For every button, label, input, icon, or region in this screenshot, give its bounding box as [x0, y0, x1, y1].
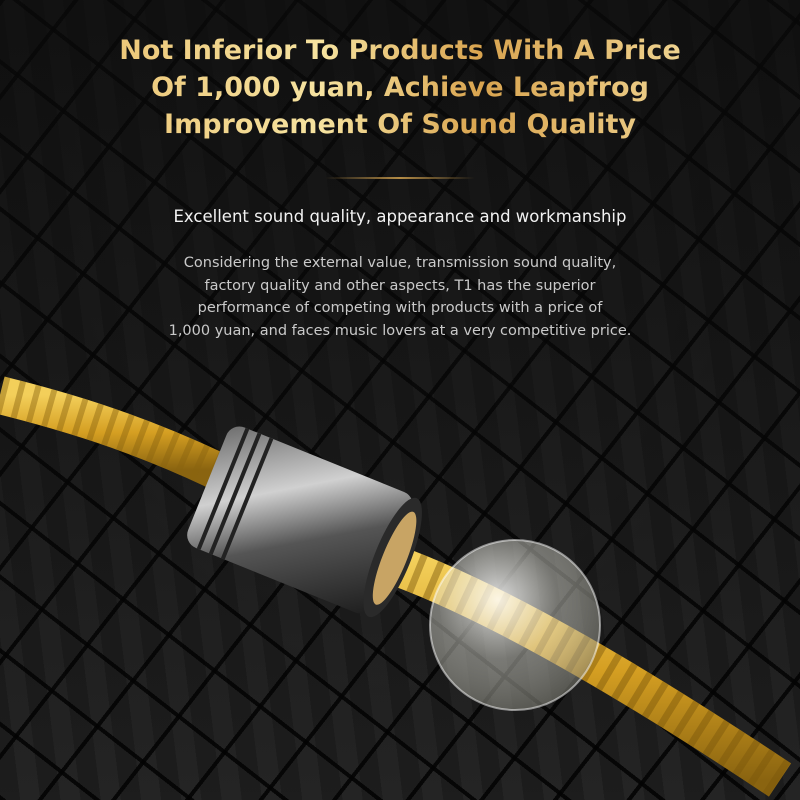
metal-splitter — [187, 426, 422, 618]
clear-bead-slider — [429, 539, 601, 711]
gold-divider — [325, 177, 475, 179]
subtitle: Excellent sound quality, appearance and … — [173, 207, 627, 226]
description-line: Considering the external value, transmis… — [183, 255, 617, 271]
description-line: performance of competing with products w… — [197, 300, 603, 316]
description-line: factory quality and other aspects, T1 ha… — [204, 277, 596, 294]
cable-braid-pattern — [0, 376, 224, 488]
braided-cable-left — [0, 376, 224, 488]
headline-line: Improvement Of Sound Quality — [164, 109, 636, 140]
description-line: 1,000 yuan, and faces music lovers at a … — [168, 322, 632, 339]
headline-line: Not Inferior To Products With A Price — [119, 35, 681, 66]
headline: Not Inferior To Products With A Price Of… — [0, 32, 800, 143]
headline-line: Of 1,000 yuan, Achieve Leapfrog — [151, 72, 649, 103]
description: Considering the external value, transmis… — [0, 252, 800, 342]
